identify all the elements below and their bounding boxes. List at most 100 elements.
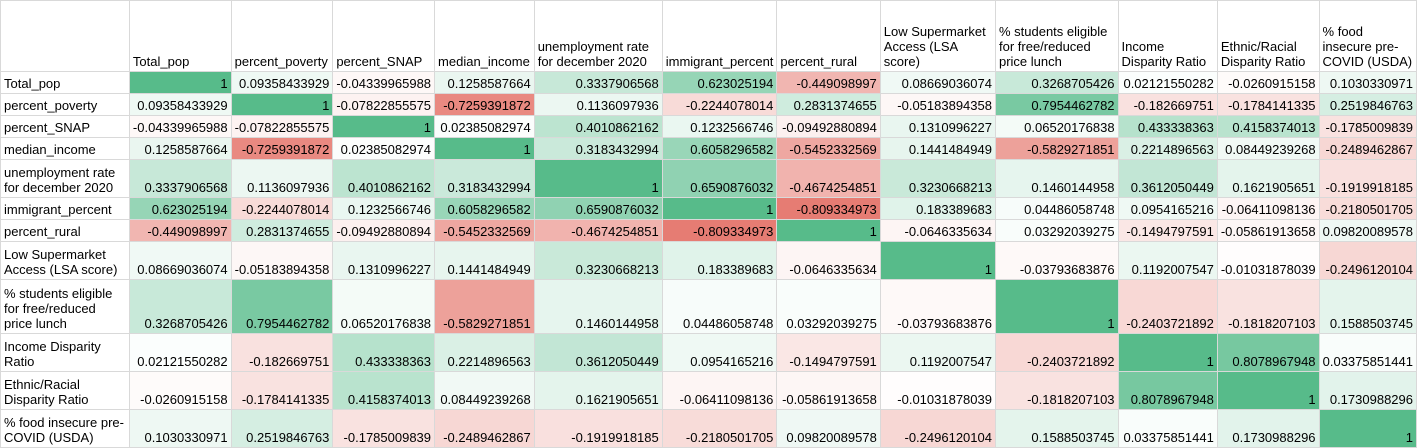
data-cell[interactable]: 0.623025194 <box>661 71 778 94</box>
data-cell[interactable]: -0.2489462867 <box>434 409 535 448</box>
column-header-unemployment-rate-for-december-2020[interactable]: unemployment rate for december 2020 <box>533 0 663 72</box>
data-cell[interactable]: -0.7259391872 <box>434 93 535 116</box>
column-header-income-disparity-ratio[interactable]: Income Disparity Ratio <box>1117 0 1218 72</box>
data-cell[interactable]: 0.1588503745 <box>1318 279 1417 334</box>
data-cell[interactable]: 0.433338363 <box>332 333 436 372</box>
data-cell[interactable]: -0.05183894358 <box>879 93 996 116</box>
data-cell[interactable]: 0.09820089578 <box>1318 219 1417 242</box>
data-cell[interactable]: 0.0954165216 <box>1117 197 1218 220</box>
data-cell[interactable]: 0.09358433929 <box>128 93 232 116</box>
data-cell[interactable]: 0.4010862162 <box>533 115 663 138</box>
data-cell[interactable]: 0.03375851441 <box>1117 409 1218 448</box>
data-cell[interactable]: 0.09820089578 <box>776 409 881 448</box>
row-label-income-disparity-ratio[interactable]: Income Disparity Ratio <box>0 333 130 372</box>
row-label-ethnic-racial-disparity-ratio[interactable]: Ethnic/Racial Disparity Ratio <box>0 371 130 410</box>
data-cell[interactable]: 0.03292039275 <box>776 279 881 334</box>
row-label-low-supermarket-access-lsa-score[interactable]: Low Supermarket Access (LSA score) <box>0 241 130 280</box>
data-cell[interactable]: 1 <box>1318 409 1417 448</box>
data-cell[interactable]: 0.1232566746 <box>661 115 778 138</box>
data-cell[interactable]: 0.3183432994 <box>434 159 535 198</box>
data-cell[interactable]: 0.2214896563 <box>1117 137 1218 160</box>
data-cell[interactable]: -0.04339965988 <box>128 115 232 138</box>
data-cell[interactable]: -0.1818207103 <box>1216 279 1320 334</box>
data-cell[interactable]: -0.0260915158 <box>128 371 232 410</box>
data-cell[interactable]: -0.1784141335 <box>230 371 334 410</box>
data-cell[interactable]: 0.1136097936 <box>230 159 334 198</box>
data-cell[interactable]: 0.8078967948 <box>1117 371 1218 410</box>
data-cell[interactable]: -0.03793683876 <box>879 279 996 334</box>
data-cell[interactable]: 0.2831374655 <box>230 219 334 242</box>
data-cell[interactable]: -0.2496120104 <box>879 409 996 448</box>
data-cell[interactable]: -0.4674254851 <box>533 219 663 242</box>
column-header-food-insecure-pre-covid-usda[interactable]: % food insecure pre-COVID (USDA) <box>1318 0 1417 72</box>
data-cell[interactable]: -0.2403721892 <box>994 333 1119 372</box>
data-cell[interactable]: 0.08449239268 <box>434 371 535 410</box>
data-cell[interactable]: -0.1919918185 <box>1318 159 1417 198</box>
data-cell[interactable]: 0.1192007547 <box>879 333 996 372</box>
data-cell[interactable]: 0.06520176838 <box>332 279 436 334</box>
data-cell[interactable]: 0.1232566746 <box>332 197 436 220</box>
data-cell[interactable]: 1 <box>776 219 881 242</box>
data-cell[interactable]: 0.08449239268 <box>1216 137 1320 160</box>
data-cell[interactable]: 0.1460144958 <box>533 279 663 334</box>
data-cell[interactable]: -0.1785009839 <box>1318 115 1417 138</box>
data-cell[interactable]: -0.1784141335 <box>1216 93 1320 116</box>
data-cell[interactable]: 0.3183432994 <box>533 137 663 160</box>
data-cell[interactable]: 1 <box>1216 371 1320 410</box>
data-cell[interactable]: 0.3337906568 <box>533 71 663 94</box>
data-cell[interactable]: -0.2180501705 <box>661 409 778 448</box>
data-cell[interactable]: 0.433338363 <box>1117 115 1218 138</box>
data-cell[interactable]: 0.04486058748 <box>994 197 1119 220</box>
row-label-percent-poverty[interactable]: percent_poverty <box>0 93 130 116</box>
data-cell[interactable]: -0.09492880894 <box>776 115 881 138</box>
data-cell[interactable]: -0.5829271851 <box>434 279 535 334</box>
data-cell[interactable]: 0.3230668213 <box>879 159 996 198</box>
data-cell[interactable]: 0.1460144958 <box>994 159 1119 198</box>
data-cell[interactable]: 0.2519846763 <box>230 409 334 448</box>
data-cell[interactable]: -0.0646335634 <box>879 219 996 242</box>
row-label-students-eligible-for-free-reduced-price-lunch[interactable]: % students eligible for free/reduced pri… <box>0 279 130 334</box>
data-cell[interactable]: 0.6590876032 <box>533 197 663 220</box>
data-cell[interactable]: 1 <box>230 93 334 116</box>
data-cell[interactable]: 0.08669036074 <box>879 71 996 94</box>
data-cell[interactable]: 0.2519846763 <box>1318 93 1417 116</box>
data-cell[interactable]: 0.183389683 <box>661 241 778 280</box>
data-cell[interactable]: 0.4158374013 <box>1216 115 1320 138</box>
data-cell[interactable]: 0.623025194 <box>128 197 232 220</box>
data-cell[interactable]: 0.08669036074 <box>128 241 232 280</box>
column-header-percent-snap[interactable]: percent_SNAP <box>332 0 436 72</box>
data-cell[interactable]: -0.0646335634 <box>776 241 881 280</box>
data-cell[interactable]: -0.07822855575 <box>230 115 334 138</box>
data-cell[interactable]: 0.02121550282 <box>1117 71 1218 94</box>
data-cell[interactable]: 0.3268705426 <box>994 71 1119 94</box>
data-cell[interactable]: -0.809334973 <box>661 219 778 242</box>
data-cell[interactable]: 1 <box>661 197 778 220</box>
data-cell[interactable]: -0.182669751 <box>230 333 334 372</box>
data-cell[interactable]: 0.1621905651 <box>533 371 663 410</box>
data-cell[interactable]: 0.3337906568 <box>128 159 232 198</box>
data-cell[interactable]: -0.09492880894 <box>332 219 436 242</box>
data-cell[interactable]: 0.1258587664 <box>128 137 232 160</box>
data-cell[interactable]: 0.4158374013 <box>332 371 436 410</box>
data-cell[interactable]: 0.06520176838 <box>994 115 1119 138</box>
column-header-median-income[interactable]: median_income <box>434 0 535 72</box>
data-cell[interactable]: -0.2244078014 <box>230 197 334 220</box>
data-cell[interactable]: 0.1136097936 <box>533 93 663 116</box>
data-cell[interactable]: -0.1494797591 <box>776 333 881 372</box>
column-header-students-eligible-for-free-reduced-price-lunch[interactable]: % students eligible for free/reduced pri… <box>994 0 1119 72</box>
data-cell[interactable]: 0.0954165216 <box>661 333 778 372</box>
data-cell[interactable]: -0.1818207103 <box>994 371 1119 410</box>
data-cell[interactable]: 1 <box>533 159 663 198</box>
data-cell[interactable]: -0.2403721892 <box>1117 279 1218 334</box>
data-cell[interactable]: 0.6590876032 <box>661 159 778 198</box>
data-cell[interactable]: 1 <box>128 71 232 94</box>
data-cell[interactable]: 0.1730988296 <box>1318 371 1417 410</box>
data-cell[interactable]: 0.7954462782 <box>230 279 334 334</box>
data-cell[interactable]: 0.2831374655 <box>776 93 881 116</box>
data-cell[interactable]: -0.4674254851 <box>776 159 881 198</box>
row-label-total-pop[interactable]: Total_pop <box>0 71 130 94</box>
data-cell[interactable]: 0.02385082974 <box>434 115 535 138</box>
data-cell[interactable]: 0.1030330971 <box>1318 71 1417 94</box>
data-cell[interactable]: -0.2244078014 <box>661 93 778 116</box>
data-cell[interactable]: -0.7259391872 <box>230 137 334 160</box>
